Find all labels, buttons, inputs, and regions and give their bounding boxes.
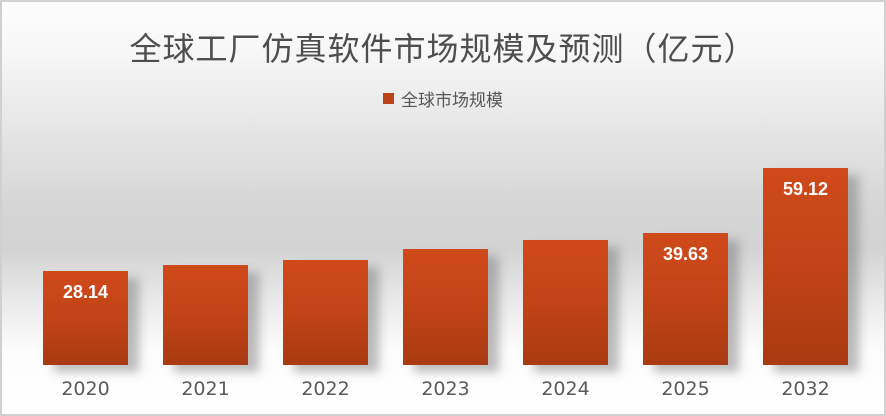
- x-label-2025: 2025: [661, 378, 710, 400]
- bar-value-label-2020: 28.14: [62, 282, 109, 302]
- bars-container: 28.14 39.63 59.12: [43, 168, 848, 365]
- x-label-2024: 2024: [541, 378, 590, 400]
- bar-value-label-2032: 59.12: [782, 179, 829, 199]
- bar-2032: 59.12: [763, 168, 848, 365]
- x-label-2032: 2032: [781, 378, 830, 400]
- x-label-2020: 2020: [61, 378, 110, 400]
- chart-title: 全球工厂仿真软件市场规模及预测（亿元）: [129, 30, 757, 68]
- bar-2020: 28.14: [43, 271, 128, 365]
- chart-legend: 全球市场规模: [2, 86, 884, 111]
- x-label-2021: 2021: [181, 378, 230, 400]
- x-axis-labels: 2020 2021 2022 2023 2024 2025 2032: [43, 378, 848, 400]
- bar-2021: [163, 265, 248, 365]
- x-label-2022: 2022: [301, 378, 350, 400]
- bar-2025: 39.63: [643, 233, 728, 365]
- legend-label: 全球市场规模: [401, 91, 503, 111]
- legend-swatch-icon: [383, 93, 394, 104]
- x-label-2023: 2023: [421, 378, 470, 400]
- bar-2022: [283, 260, 368, 365]
- bar-2023: [403, 249, 488, 365]
- bar-value-label-2025: 39.63: [662, 244, 709, 264]
- bar-2024: [523, 240, 608, 365]
